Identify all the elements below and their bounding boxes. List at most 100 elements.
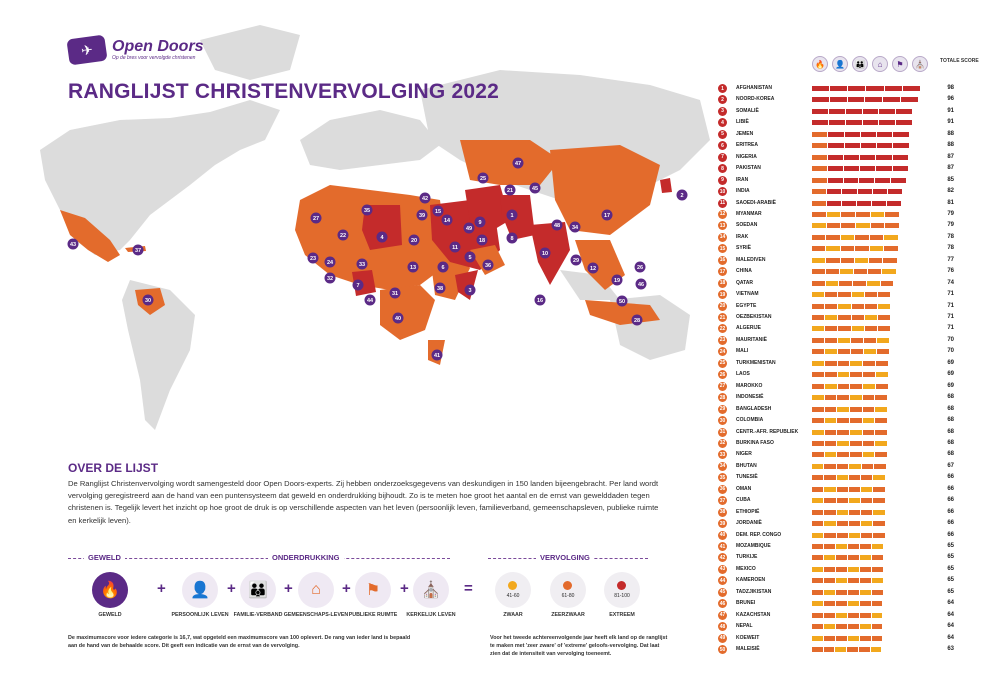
score-bar	[812, 544, 884, 549]
rank-badge: 35	[718, 473, 727, 483]
total-score: 64	[947, 600, 954, 607]
map-marker: 26	[634, 261, 646, 273]
region-afghanistan-pakistan	[500, 195, 535, 240]
score-bar-segment	[855, 223, 870, 229]
score-bar-segment	[824, 395, 837, 401]
total-score: 68	[947, 405, 954, 412]
svg-text:26: 26	[637, 265, 643, 271]
score-bar-segment	[862, 429, 875, 435]
score-bar	[812, 635, 883, 641]
total-score: 66	[947, 508, 954, 515]
country-name: NEPAL	[736, 623, 753, 630]
total-score: 81	[947, 199, 954, 206]
score-bar	[812, 223, 899, 229]
map-marker: 24	[324, 256, 336, 268]
rank-badge: 27	[718, 381, 727, 391]
svg-text:21: 21	[507, 188, 513, 194]
ranking-row: 36 OMAN 66	[718, 484, 968, 494]
total-score: 79	[947, 222, 954, 229]
score-bar-segment	[825, 280, 839, 286]
ranking-row: 8 PAKISTAN 87	[718, 164, 968, 174]
score-bar-segment	[835, 624, 847, 630]
svg-text:42: 42	[422, 196, 428, 202]
country-name: ETHIOPIË	[736, 508, 760, 515]
score-bar-segment	[848, 498, 861, 504]
ranking-row: 37 CUBA 66	[718, 496, 968, 506]
score-bar	[812, 601, 883, 607]
ranking-row: 40 DEM. REP. CONGO 66	[718, 530, 968, 540]
map-marker: 21	[504, 184, 516, 196]
rank-badge: 12	[718, 209, 727, 219]
country-name: BANGLADESH	[736, 405, 772, 412]
score-bar-segment	[860, 555, 872, 561]
score-bar-segment	[838, 292, 851, 298]
score-bar-segment	[851, 337, 863, 343]
rank-badge: 10	[718, 187, 727, 197]
score-bar-segment	[825, 292, 838, 298]
score-bar-segment	[812, 280, 825, 286]
score-bar-segment	[812, 578, 824, 584]
score-bar-segment	[823, 612, 835, 618]
svg-text:24: 24	[327, 260, 334, 266]
svg-text:46: 46	[638, 282, 644, 288]
ranking-row: 16 MALEDIVEN 77	[718, 255, 968, 265]
score-bar-segment	[835, 612, 847, 618]
rank-badge: 31	[718, 427, 727, 437]
legend-note-right: Voor het tweede achtereenvolgende jaar h…	[490, 635, 668, 657]
score-bar-segment	[826, 211, 841, 217]
score-bar-segment	[838, 303, 851, 309]
score-bar	[812, 624, 883, 630]
score-bar	[812, 521, 885, 527]
svg-text:15: 15	[435, 209, 441, 215]
total-score: 65	[947, 543, 954, 549]
total-score: 71	[947, 291, 954, 298]
about-title: OVER DE LIJST	[68, 461, 159, 475]
score-bar-segment	[866, 86, 884, 91]
score-bar-segment	[825, 349, 837, 355]
score-bar-segment	[877, 131, 893, 137]
ranking-row: 35 TUNESIË 66	[718, 473, 968, 483]
country-name: JEMEN	[736, 130, 754, 137]
score-bar-segment	[873, 509, 885, 515]
total-score: 64	[947, 634, 954, 641]
map-marker: 8	[506, 232, 518, 244]
score-bar-segment	[877, 303, 891, 309]
svg-text:10: 10	[542, 251, 548, 257]
score-bar-segment	[827, 177, 843, 183]
score-bar-segment	[836, 566, 848, 572]
ranking-row: 1 AFGHANISTAN 98	[718, 84, 968, 93]
total-score: 68	[947, 394, 954, 401]
score-bar-segment	[812, 475, 824, 481]
score-bar-segment	[900, 97, 918, 103]
score-bar-segment	[826, 269, 840, 275]
country-name: BHUTAN	[736, 462, 757, 469]
total-score: 64	[947, 611, 954, 618]
score-bar-segment	[868, 269, 882, 275]
legend-geweld: 🔥 GEWELD	[75, 572, 145, 619]
total-score: 85	[947, 176, 954, 183]
score-bar-segment	[902, 86, 920, 91]
svg-text:49: 49	[466, 226, 472, 232]
svg-text:13: 13	[410, 265, 416, 271]
country-name: IRAN	[736, 176, 749, 183]
score-bar-segment	[864, 337, 876, 343]
score-bar-segment	[812, 440, 824, 446]
ranking-row: 45 TADZJIKISTAN 65	[718, 587, 968, 597]
score-bar	[812, 440, 887, 446]
score-bar	[812, 211, 899, 217]
legend-onderdrukking-title: ONDERDRUKKING	[268, 553, 344, 562]
rank-badge: 26	[718, 370, 727, 380]
score-bar-segment	[812, 315, 825, 320]
rank-badge: 5	[718, 129, 727, 139]
score-bar-segment	[847, 647, 858, 653]
score-bar-segment	[861, 521, 873, 527]
legend-gemeenschapsleven: ⌂ GEMEENSCHAPS-LEVEN	[281, 572, 351, 619]
rank-badge: 23	[718, 335, 727, 345]
country-name: DEM. REP. CONGO	[736, 531, 782, 538]
score-bar-segment	[851, 349, 863, 355]
svg-text:50: 50	[619, 299, 625, 305]
person-icon: 👤	[182, 572, 218, 608]
score-bar-segment	[812, 498, 824, 504]
score-bar-segment	[864, 303, 877, 309]
rank-badge: 8	[718, 164, 727, 174]
